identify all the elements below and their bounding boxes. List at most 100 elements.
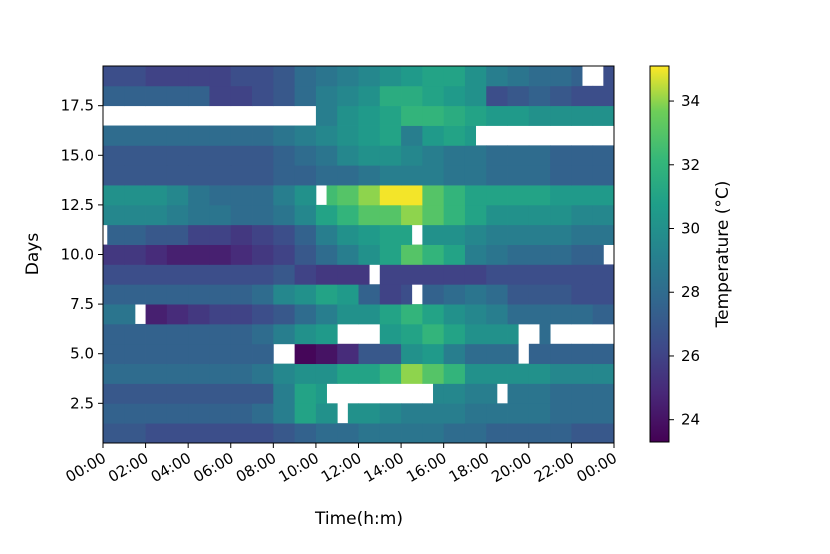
heatmap-cell <box>209 66 232 87</box>
heatmap-cell <box>464 323 487 345</box>
heatmap-cell <box>550 423 572 444</box>
heatmap-cell <box>315 343 338 365</box>
heatmap-cells <box>103 66 615 444</box>
heatmap-cell <box>528 185 551 206</box>
heatmap-cell <box>103 85 125 107</box>
heatmap-cell <box>464 85 487 107</box>
heatmap-cell <box>464 145 487 166</box>
heatmap-cell <box>358 105 381 126</box>
heatmap-cell <box>443 304 466 325</box>
heatmap-cell <box>464 125 477 146</box>
heatmap-cell <box>422 244 445 265</box>
heatmap-cell <box>273 85 296 107</box>
heatmap-cell <box>571 264 594 285</box>
heatmap-cell <box>145 145 168 166</box>
heatmap-cell <box>550 66 572 87</box>
heatmap-cell <box>571 224 594 245</box>
heatmap-cell <box>422 304 445 325</box>
x-tick-label: 08:00 <box>233 449 279 486</box>
heatmap-cell <box>358 165 381 186</box>
heatmap-cell <box>379 85 402 107</box>
heatmap-cell <box>337 284 359 305</box>
heatmap-cell <box>422 284 445 305</box>
heatmap-cell <box>464 105 487 126</box>
x-tick-label: 20:00 <box>488 449 534 486</box>
heatmap-cell <box>315 383 327 404</box>
heatmap-cell <box>358 145 381 166</box>
heatmap-cell <box>401 244 423 265</box>
heatmap-cell <box>443 165 466 186</box>
heatmap-cell <box>315 264 338 285</box>
x-tick-label: 18:00 <box>446 449 492 486</box>
heatmap-cell <box>507 343 519 365</box>
heatmap-cell <box>145 304 168 325</box>
heatmap-cell <box>592 423 615 444</box>
heatmap-cell <box>358 125 381 146</box>
heatmap-cell <box>379 125 402 146</box>
heatmap-cell <box>528 264 551 285</box>
heatmap-cell <box>145 423 168 444</box>
heatmap-cell <box>571 66 583 87</box>
heatmap-cell <box>230 185 253 206</box>
heatmap-cell <box>401 323 423 345</box>
heatmap-cell <box>507 244 530 265</box>
y-tick-label: 5.0 <box>70 345 94 363</box>
heatmap-cell <box>273 383 296 404</box>
heatmap-cell <box>507 105 530 126</box>
heatmap-cell <box>209 185 232 206</box>
heatmap-cell <box>550 304 572 325</box>
heatmap-cell <box>379 66 402 87</box>
heatmap-cell <box>273 204 296 226</box>
heatmap-cell <box>315 323 338 345</box>
heatmap-cell <box>401 165 423 186</box>
heatmap-cell <box>166 244 189 265</box>
colorbar <box>649 65 670 443</box>
heatmap-cell <box>571 145 594 166</box>
heatmap-cell <box>124 165 146 186</box>
heatmap-cell <box>252 145 274 166</box>
heatmap-cell <box>188 125 210 146</box>
heatmap-cell <box>550 363 572 384</box>
heatmap-cell <box>294 264 317 285</box>
heatmap-cell <box>188 66 210 87</box>
heatmap-cell <box>507 264 530 285</box>
heatmap-cell <box>379 363 402 384</box>
heatmap-cell <box>252 165 274 186</box>
heatmap-cell <box>252 244 274 265</box>
heatmap-cell <box>464 304 487 325</box>
heatmap-cell <box>166 284 189 305</box>
heatmap-cell <box>592 185 615 206</box>
heatmap-cell <box>337 363 359 384</box>
heatmap-cell <box>294 224 317 245</box>
heatmap-cell <box>528 244 551 265</box>
heatmap-cell <box>252 323 274 345</box>
heatmap-cell <box>464 264 487 285</box>
heatmap-cell <box>422 125 445 146</box>
y-axis-label: Days <box>23 233 43 276</box>
heatmap-cell <box>592 403 615 424</box>
heatmap-cell <box>571 85 594 107</box>
heatmap-cell <box>401 224 413 245</box>
colorbar-tick-label: 32 <box>681 156 700 174</box>
heatmap-cell <box>230 125 253 146</box>
heatmap-cell <box>188 145 210 166</box>
heatmap-cell <box>166 165 189 186</box>
heatmap-cell <box>166 204 189 226</box>
heatmap-cell <box>528 224 551 245</box>
heatmap-cell <box>401 204 423 226</box>
heatmap-cell <box>486 343 508 365</box>
heatmap-cell <box>379 145 402 166</box>
heatmap-cell <box>252 85 274 107</box>
heatmap-cell <box>422 403 445 424</box>
heatmap-cell <box>443 363 466 384</box>
heatmap-cell <box>315 363 338 384</box>
heatmap-cell <box>124 185 146 206</box>
heatmap-cell <box>550 244 572 265</box>
heatmap-cell <box>230 304 253 325</box>
heatmap-cell <box>103 66 125 87</box>
heatmap-cell <box>124 224 146 245</box>
heatmap-cell <box>528 85 551 107</box>
x-tick-label: 00:00 <box>63 449 109 486</box>
heatmap-cell <box>528 343 551 365</box>
heatmap-cell <box>592 145 615 166</box>
